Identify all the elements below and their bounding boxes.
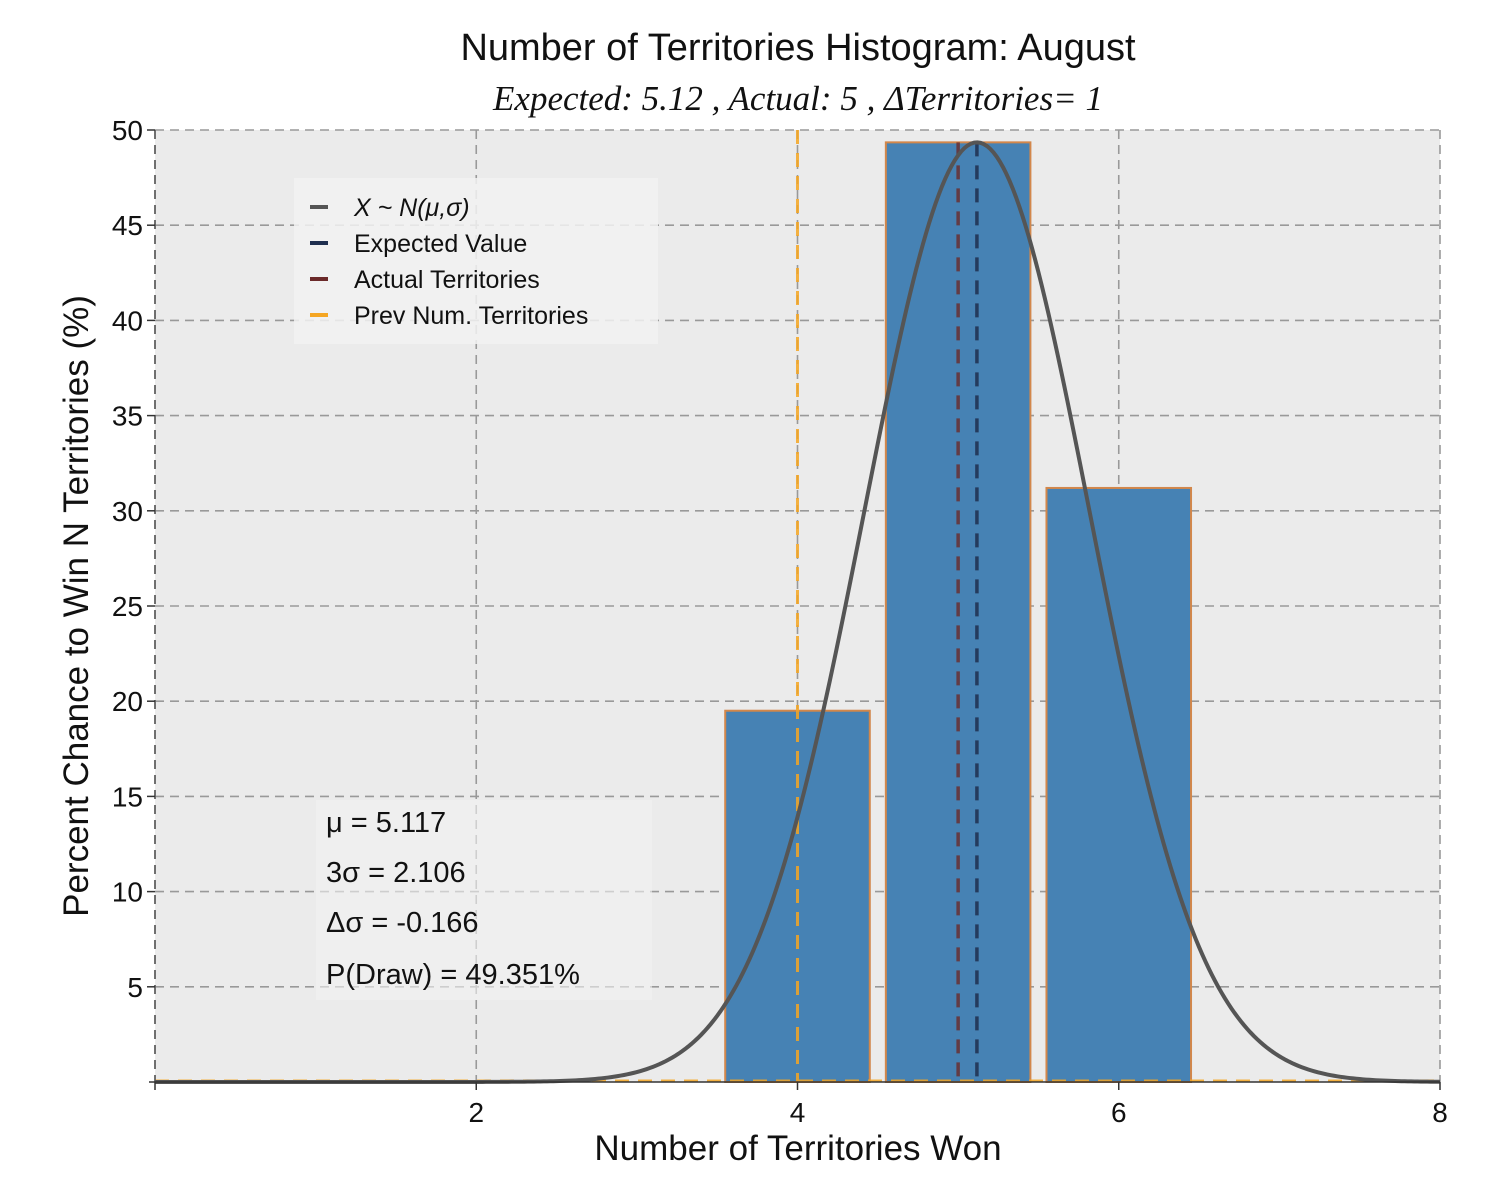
y-tick-label: 25 [112, 591, 143, 622]
stats-background [316, 800, 652, 1000]
y-tick-label: 50 [112, 115, 143, 146]
stat-mu: μ = 5.117 [326, 807, 446, 839]
y-tick-label: 45 [112, 210, 143, 241]
legend-label-normal: X ~ N(μ,σ) [353, 194, 470, 222]
legend-box [294, 178, 658, 344]
legend: X ~ N(μ,σ) Expected Value Actual Territo… [294, 178, 658, 344]
y-tick-label: 40 [112, 305, 143, 336]
stat-p-draw: P(Draw) = 49.351% [326, 959, 580, 991]
y-axis-label: Percent Chance to Win N Territories (%) [57, 295, 96, 917]
y-tick-label: 5 [127, 972, 143, 1003]
bar-6 [1045, 486, 1193, 1083]
x-tick-label: 2 [468, 1097, 484, 1128]
tick-labels: 5 10 15 20 25 30 35 40 45 50 2 4 6 8 [112, 115, 1448, 1128]
axes [147, 129, 1441, 1090]
chart-title: Number of Territories Histogram: August [460, 27, 1136, 69]
legend-label-prev: Prev Num. Territories [354, 302, 588, 330]
x-axis-label: Number of Territories Won [594, 1129, 1001, 1168]
stat-three-sigma: 3σ = 2.106 [326, 857, 466, 889]
y-tick-label: 20 [112, 686, 143, 717]
stat-delta-sigma: Δσ = -0.166 [326, 907, 479, 939]
x-tick-label: 8 [1432, 1097, 1448, 1128]
y-tick-label: 35 [112, 401, 143, 432]
y-tick-label: 15 [112, 781, 143, 812]
stats-box: μ = 5.117 3σ = 2.106 Δσ = -0.166 P(Draw)… [316, 800, 652, 1000]
chart-subtitle: Expected: 5.12 , Actual: 5 , ΔTerritorie… [492, 79, 1103, 118]
y-tick-label: 10 [112, 877, 143, 908]
x-tick-label: 6 [1111, 1097, 1127, 1128]
y-tick-label: 30 [112, 496, 143, 527]
legend-label-actual: Actual Territories [354, 266, 540, 294]
legend-label-expected: Expected Value [354, 230, 527, 258]
x-tick-label: 4 [790, 1097, 806, 1128]
